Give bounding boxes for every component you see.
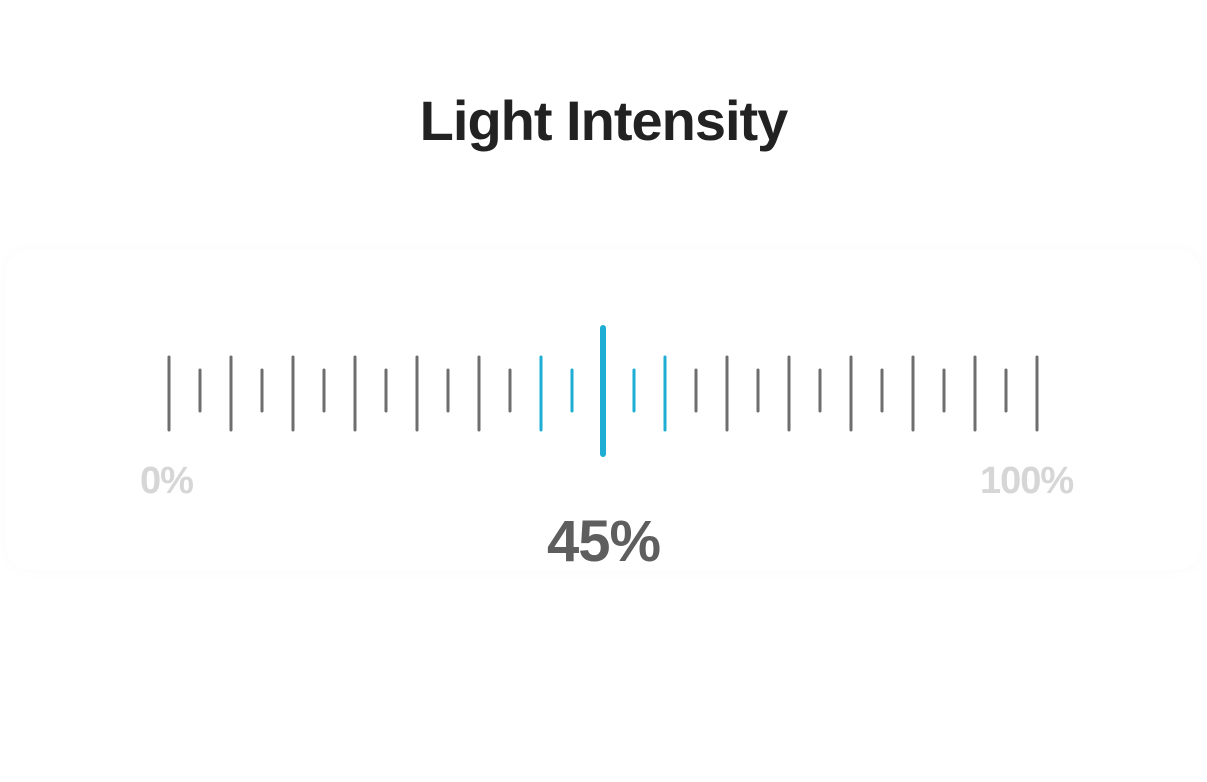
slider-min-label: 0% (140, 460, 194, 502)
slider-ticks[interactable] (140, 300, 1070, 480)
intensity-slider[interactable] (140, 300, 1070, 480)
slider-value-label: 45% (546, 509, 661, 574)
page-title: Light Intensity (419, 89, 789, 152)
slider-max-label: 100% (980, 460, 1074, 502)
